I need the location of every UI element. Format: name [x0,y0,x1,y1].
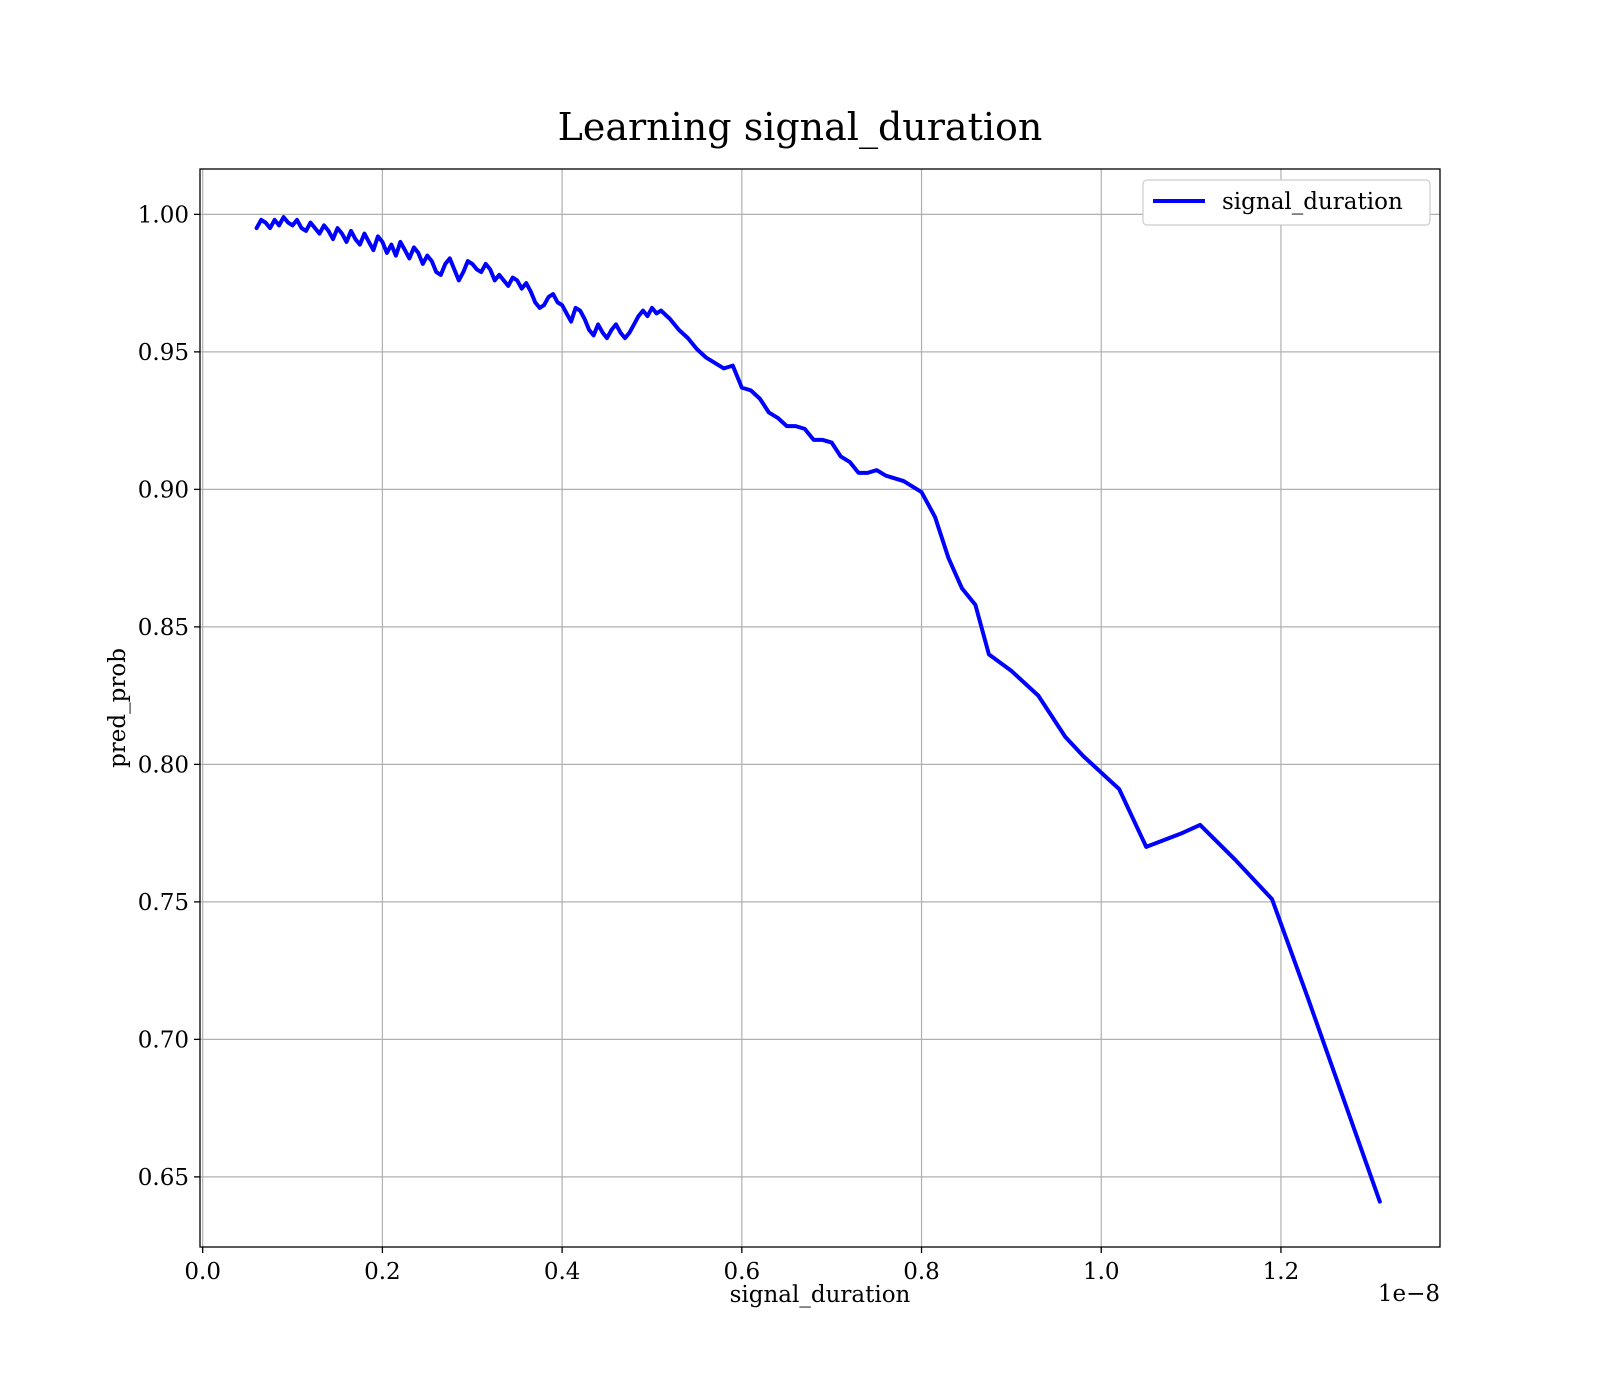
y-tick-label: 0.85 [138,615,189,641]
y-tick-label: 0.90 [138,477,189,503]
y-tick-label: 1.00 [138,202,189,228]
chart-title: Learning signal_duration [558,105,1043,150]
grid [200,169,1440,1247]
x-tick-label: 1.2 [1263,1259,1300,1285]
series-layer [254,215,1382,1204]
y-tick-label: 0.70 [138,1027,189,1053]
legend-box [1142,179,1431,226]
y-tick-label: 0.65 [138,1165,189,1191]
y-tick-label: 0.95 [138,340,189,366]
legend-label: signal_duration [1222,189,1403,215]
x-tick-label: 0.8 [903,1259,940,1285]
x-axis-ticks: 0.0 0.2 0.4 0.6 0.8 1.0 1.2 [184,1247,1299,1285]
legend: signal_duration [1142,179,1431,226]
y-tick-label: 0.80 [138,752,189,778]
x-tick-label: 0.0 [184,1259,221,1285]
y-tick-label: 0.75 [138,890,189,916]
plot-frame [199,168,1441,1248]
x-tick-label: 0.4 [544,1259,581,1285]
y-axis-label: pred_prob [105,648,131,768]
x-axis-label: signal_duration [730,1282,911,1308]
y-axis-ticks: 0.65 0.70 0.75 0.80 0.85 0.90 0.95 1.00 [138,202,200,1191]
x-tick-label: 1.0 [1083,1259,1120,1285]
x-tick-label: 0.2 [364,1259,401,1285]
series-line-signal_duration [254,215,1382,1204]
x-tick-label: 0.6 [724,1259,761,1285]
x-axis-offset-label: 1e−8 [1378,1281,1440,1307]
